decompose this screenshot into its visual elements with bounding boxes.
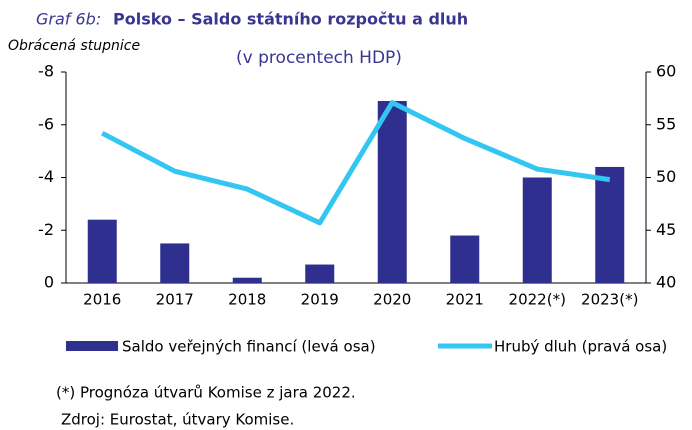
x-tick-label: 2020 — [373, 291, 411, 309]
y2-tick-label: 50 — [656, 167, 676, 186]
bar — [160, 243, 190, 283]
chart-title: Polsko – Saldo státního rozpočtu a dluh — [113, 10, 468, 29]
y-tick-label: -8 — [38, 62, 54, 81]
chart-subtitle: (v procentech HDP) — [236, 48, 402, 68]
x-tick-label: 2018 — [228, 291, 266, 309]
x-tick-label: 2016 — [83, 291, 121, 309]
x-tick-label: 2017 — [156, 291, 194, 309]
bar — [377, 101, 407, 283]
note: Zdroj: Eurostat, útvary Komise. — [61, 411, 294, 429]
bar — [450, 235, 480, 283]
note: (*) Prognóza útvarů Komise z jara 2022. — [56, 384, 356, 402]
bar — [305, 264, 335, 283]
bar — [522, 177, 552, 283]
y-tick-label: -4 — [38, 167, 54, 186]
legend-label: Hrubý dluh (pravá osa) — [494, 338, 667, 356]
y2-tick-label: 60 — [656, 62, 676, 81]
y-tick-label: 0 — [44, 273, 54, 292]
x-tick-label: 2022(*) — [509, 291, 566, 309]
x-tick-label: 2019 — [301, 291, 339, 309]
x-tick-label: 2021 — [446, 291, 484, 309]
bar — [232, 277, 262, 283]
x-tick-label: 2023(*) — [581, 291, 638, 309]
bar — [595, 166, 625, 283]
bar — [87, 219, 117, 283]
y-tick-label: -2 — [38, 220, 54, 239]
y2-tick-label: 40 — [656, 273, 676, 292]
y2-tick-label: 45 — [656, 220, 676, 239]
line — [101, 100, 611, 226]
legend-swatch — [66, 341, 118, 351]
chart-title-prefix: Graf 6b: — [36, 10, 101, 29]
y-axis-label: Obrácená stupnice — [8, 38, 140, 54]
y2-tick-label: 55 — [656, 114, 676, 133]
y-tick-label: -6 — [38, 114, 54, 133]
legend-label: Saldo veřejných financí (levá osa) — [122, 338, 376, 356]
